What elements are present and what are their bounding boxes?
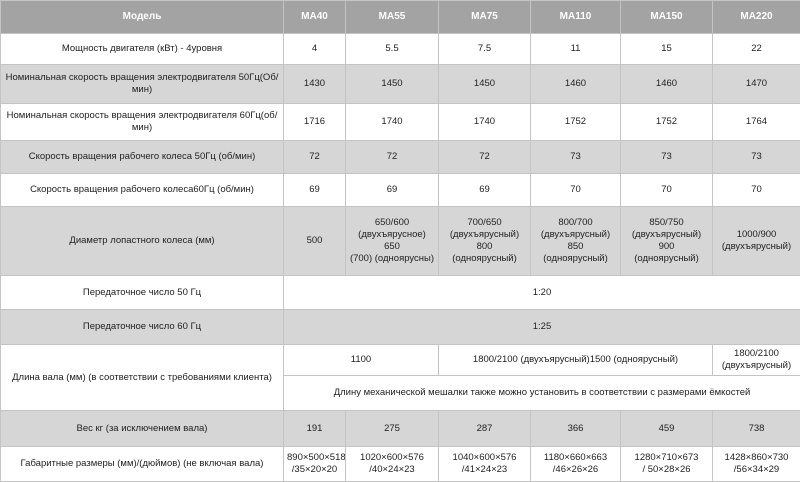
cell: 850/750 (двухъярусный) 900 (одноярусный) — [621, 207, 713, 276]
row-label: Номинальная скорость вращения электродви… — [1, 104, 284, 141]
cell: 73 — [531, 141, 621, 174]
cell: 459 — [621, 411, 713, 447]
row-label: Передаточное число 50 Гц — [1, 276, 284, 310]
cell: 1:25 — [284, 310, 800, 345]
cell: 1040×600×576 /41×24×23 — [439, 447, 531, 482]
cell: 1460 — [531, 65, 621, 104]
cell: 1100 — [284, 345, 439, 376]
column-header: MA75 — [439, 1, 531, 34]
cell: 70 — [713, 174, 800, 207]
row: Скорость вращения рабочего колеса 50Гц (… — [1, 141, 800, 174]
cell: 1430 — [284, 65, 346, 104]
row: Передаточное число 50 Гц 1:20 — [1, 276, 800, 310]
cell: 366 — [531, 411, 621, 447]
cell: 1460 — [621, 65, 713, 104]
column-header: MA40 — [284, 1, 346, 34]
cell: 500 — [284, 207, 346, 276]
cell: 1470 — [713, 65, 800, 104]
row: Передаточное число 60 Гц 1:25 — [1, 310, 800, 345]
cell: 7.5 — [439, 34, 531, 65]
cell: 287 — [439, 411, 531, 447]
cell: 738 — [713, 411, 800, 447]
cell: 1800/2100 (двухъярусный) — [713, 345, 800, 376]
row-label: Скорость вращения рабочего колеса 50Гц (… — [1, 141, 284, 174]
cell: 72 — [346, 141, 439, 174]
row-label: Номинальная скорость вращения электродви… — [1, 65, 284, 104]
cell: Длину механической мешалки также можно у… — [284, 376, 800, 411]
cell: 72 — [439, 141, 531, 174]
cell: 1716 — [284, 104, 346, 141]
cell: 1450 — [439, 65, 531, 104]
column-header: MA55 — [346, 1, 439, 34]
row-label: Передаточное число 60 Гц — [1, 310, 284, 345]
row: Номинальная скорость вращения электродви… — [1, 104, 800, 141]
cell: 1000/900 (двухъярусный) — [713, 207, 800, 276]
row-label: Вес кг (за исключением вала) — [1, 411, 284, 447]
cell: 69 — [439, 174, 531, 207]
row-label: Габаритные размеры (мм)/(дюймов) (не вкл… — [1, 447, 284, 482]
cell: 1450 — [346, 65, 439, 104]
column-header: MA220 — [713, 1, 800, 34]
row-label: Диаметр лопастного колеса (мм) — [1, 207, 284, 276]
cell: 70 — [531, 174, 621, 207]
cell: 800/700 (двухъярусный) 850 (одноярусный) — [531, 207, 621, 276]
row: Номинальная скорость вращения электродви… — [1, 65, 800, 104]
row: Габаритные размеры (мм)/(дюймов) (не вкл… — [1, 447, 800, 482]
cell: 1740 — [346, 104, 439, 141]
row-label: Скорость вращения рабочего колеса60Гц (о… — [1, 174, 284, 207]
cell: 5.5 — [346, 34, 439, 65]
cell: 15 — [621, 34, 713, 65]
row-label: Длина вала (мм) (в соответствии с требов… — [1, 345, 284, 411]
cell: 69 — [284, 174, 346, 207]
cell: 22 — [713, 34, 800, 65]
column-header: MA110 — [531, 1, 621, 34]
cell: 650/600 (двухъярусное) 650 (700) (однояр… — [346, 207, 439, 276]
cell: 275 — [346, 411, 439, 447]
row: Длина вала (мм) (в соответствии с требов… — [1, 345, 800, 376]
cell: 1280×710×673 / 50×28×26 — [621, 447, 713, 482]
cell: 700/650 (двухъярусный) 800 (одноярусный) — [439, 207, 531, 276]
header-label: Модель — [1, 1, 284, 34]
cell: 73 — [713, 141, 800, 174]
cell: 1752 — [621, 104, 713, 141]
cell: 70 — [621, 174, 713, 207]
cell: 73 — [621, 141, 713, 174]
cell: 890×500×518 /35×20×20 — [284, 447, 346, 482]
cell: 4 — [284, 34, 346, 65]
column-header: MA150 — [621, 1, 713, 34]
cell: 1020×600×576 /40×24×23 — [346, 447, 439, 482]
row-label: Мощность двигателя (кВт) - 4уровня — [1, 34, 284, 65]
cell: 1740 — [439, 104, 531, 141]
cell: 11 — [531, 34, 621, 65]
cell: 72 — [284, 141, 346, 174]
row: Скорость вращения рабочего колеса60Гц (о… — [1, 174, 800, 207]
cell: 1180×660×663 /46×26×26 — [531, 447, 621, 482]
cell: 1:20 — [284, 276, 800, 310]
cell: 1800/2100 (двухъярусный)1500 (одноярусны… — [439, 345, 713, 376]
cell: 69 — [346, 174, 439, 207]
cell: 1752 — [531, 104, 621, 141]
cell: 1428×860×730 /56×34×29 — [713, 447, 800, 482]
cell: 1764 — [713, 104, 800, 141]
cell: 191 — [284, 411, 346, 447]
